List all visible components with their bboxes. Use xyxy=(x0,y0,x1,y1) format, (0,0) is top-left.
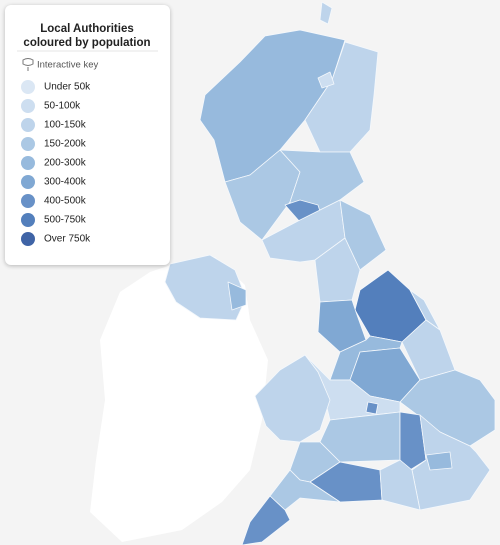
legend: Local Authorities coloured by population… xyxy=(17,23,158,246)
local-authority[interactable] xyxy=(399,369,496,447)
legend-swatch xyxy=(21,194,35,208)
local-authority[interactable] xyxy=(379,459,421,511)
local-authority[interactable] xyxy=(314,237,361,303)
local-authority[interactable] xyxy=(365,401,379,415)
legend-label: 150-200k xyxy=(44,139,87,150)
local-authority[interactable] xyxy=(339,199,387,271)
local-authority[interactable] xyxy=(164,254,247,321)
legend-swatch xyxy=(21,99,35,113)
legend-label: 400-500k xyxy=(44,196,87,207)
legend-label: 100-150k xyxy=(44,120,87,131)
legend-swatch xyxy=(21,118,35,132)
local-authority[interactable] xyxy=(425,451,453,471)
key-label: Interactive key xyxy=(37,60,98,71)
local-authority[interactable] xyxy=(319,411,401,463)
legend-label: Over 750k xyxy=(44,234,91,245)
legend-swatch xyxy=(21,156,35,170)
legend-swatch xyxy=(21,80,35,94)
legend-swatch xyxy=(21,232,35,246)
legend-swatch xyxy=(21,213,35,227)
legend-label: 50-100k xyxy=(44,101,81,112)
legend-swatch xyxy=(21,137,35,151)
key-icon xyxy=(22,58,34,71)
local-authority[interactable] xyxy=(399,411,427,471)
local-authority[interactable] xyxy=(254,354,331,443)
legend-swatch xyxy=(21,175,35,189)
local-authority[interactable] xyxy=(227,281,247,311)
legend-title: Local Authorities xyxy=(40,23,134,35)
legend-card: Local Authorities coloured by population… xyxy=(5,5,170,265)
ireland xyxy=(90,257,268,542)
legend-items: Under 50k 50-100k 100-150k 150-200k 200-300k… xyxy=(21,80,91,246)
local-authority[interactable] xyxy=(401,319,456,381)
local-authority[interactable] xyxy=(317,71,335,89)
local-authority[interactable] xyxy=(241,495,291,545)
legend-label: 500-750k xyxy=(44,215,87,226)
legend-label: 300-400k xyxy=(44,177,87,188)
legend-label: 200-300k xyxy=(44,158,87,169)
local-authority[interactable] xyxy=(319,1,333,25)
legend-title: coloured by population xyxy=(23,37,150,49)
legend-label: Under 50k xyxy=(44,82,91,93)
